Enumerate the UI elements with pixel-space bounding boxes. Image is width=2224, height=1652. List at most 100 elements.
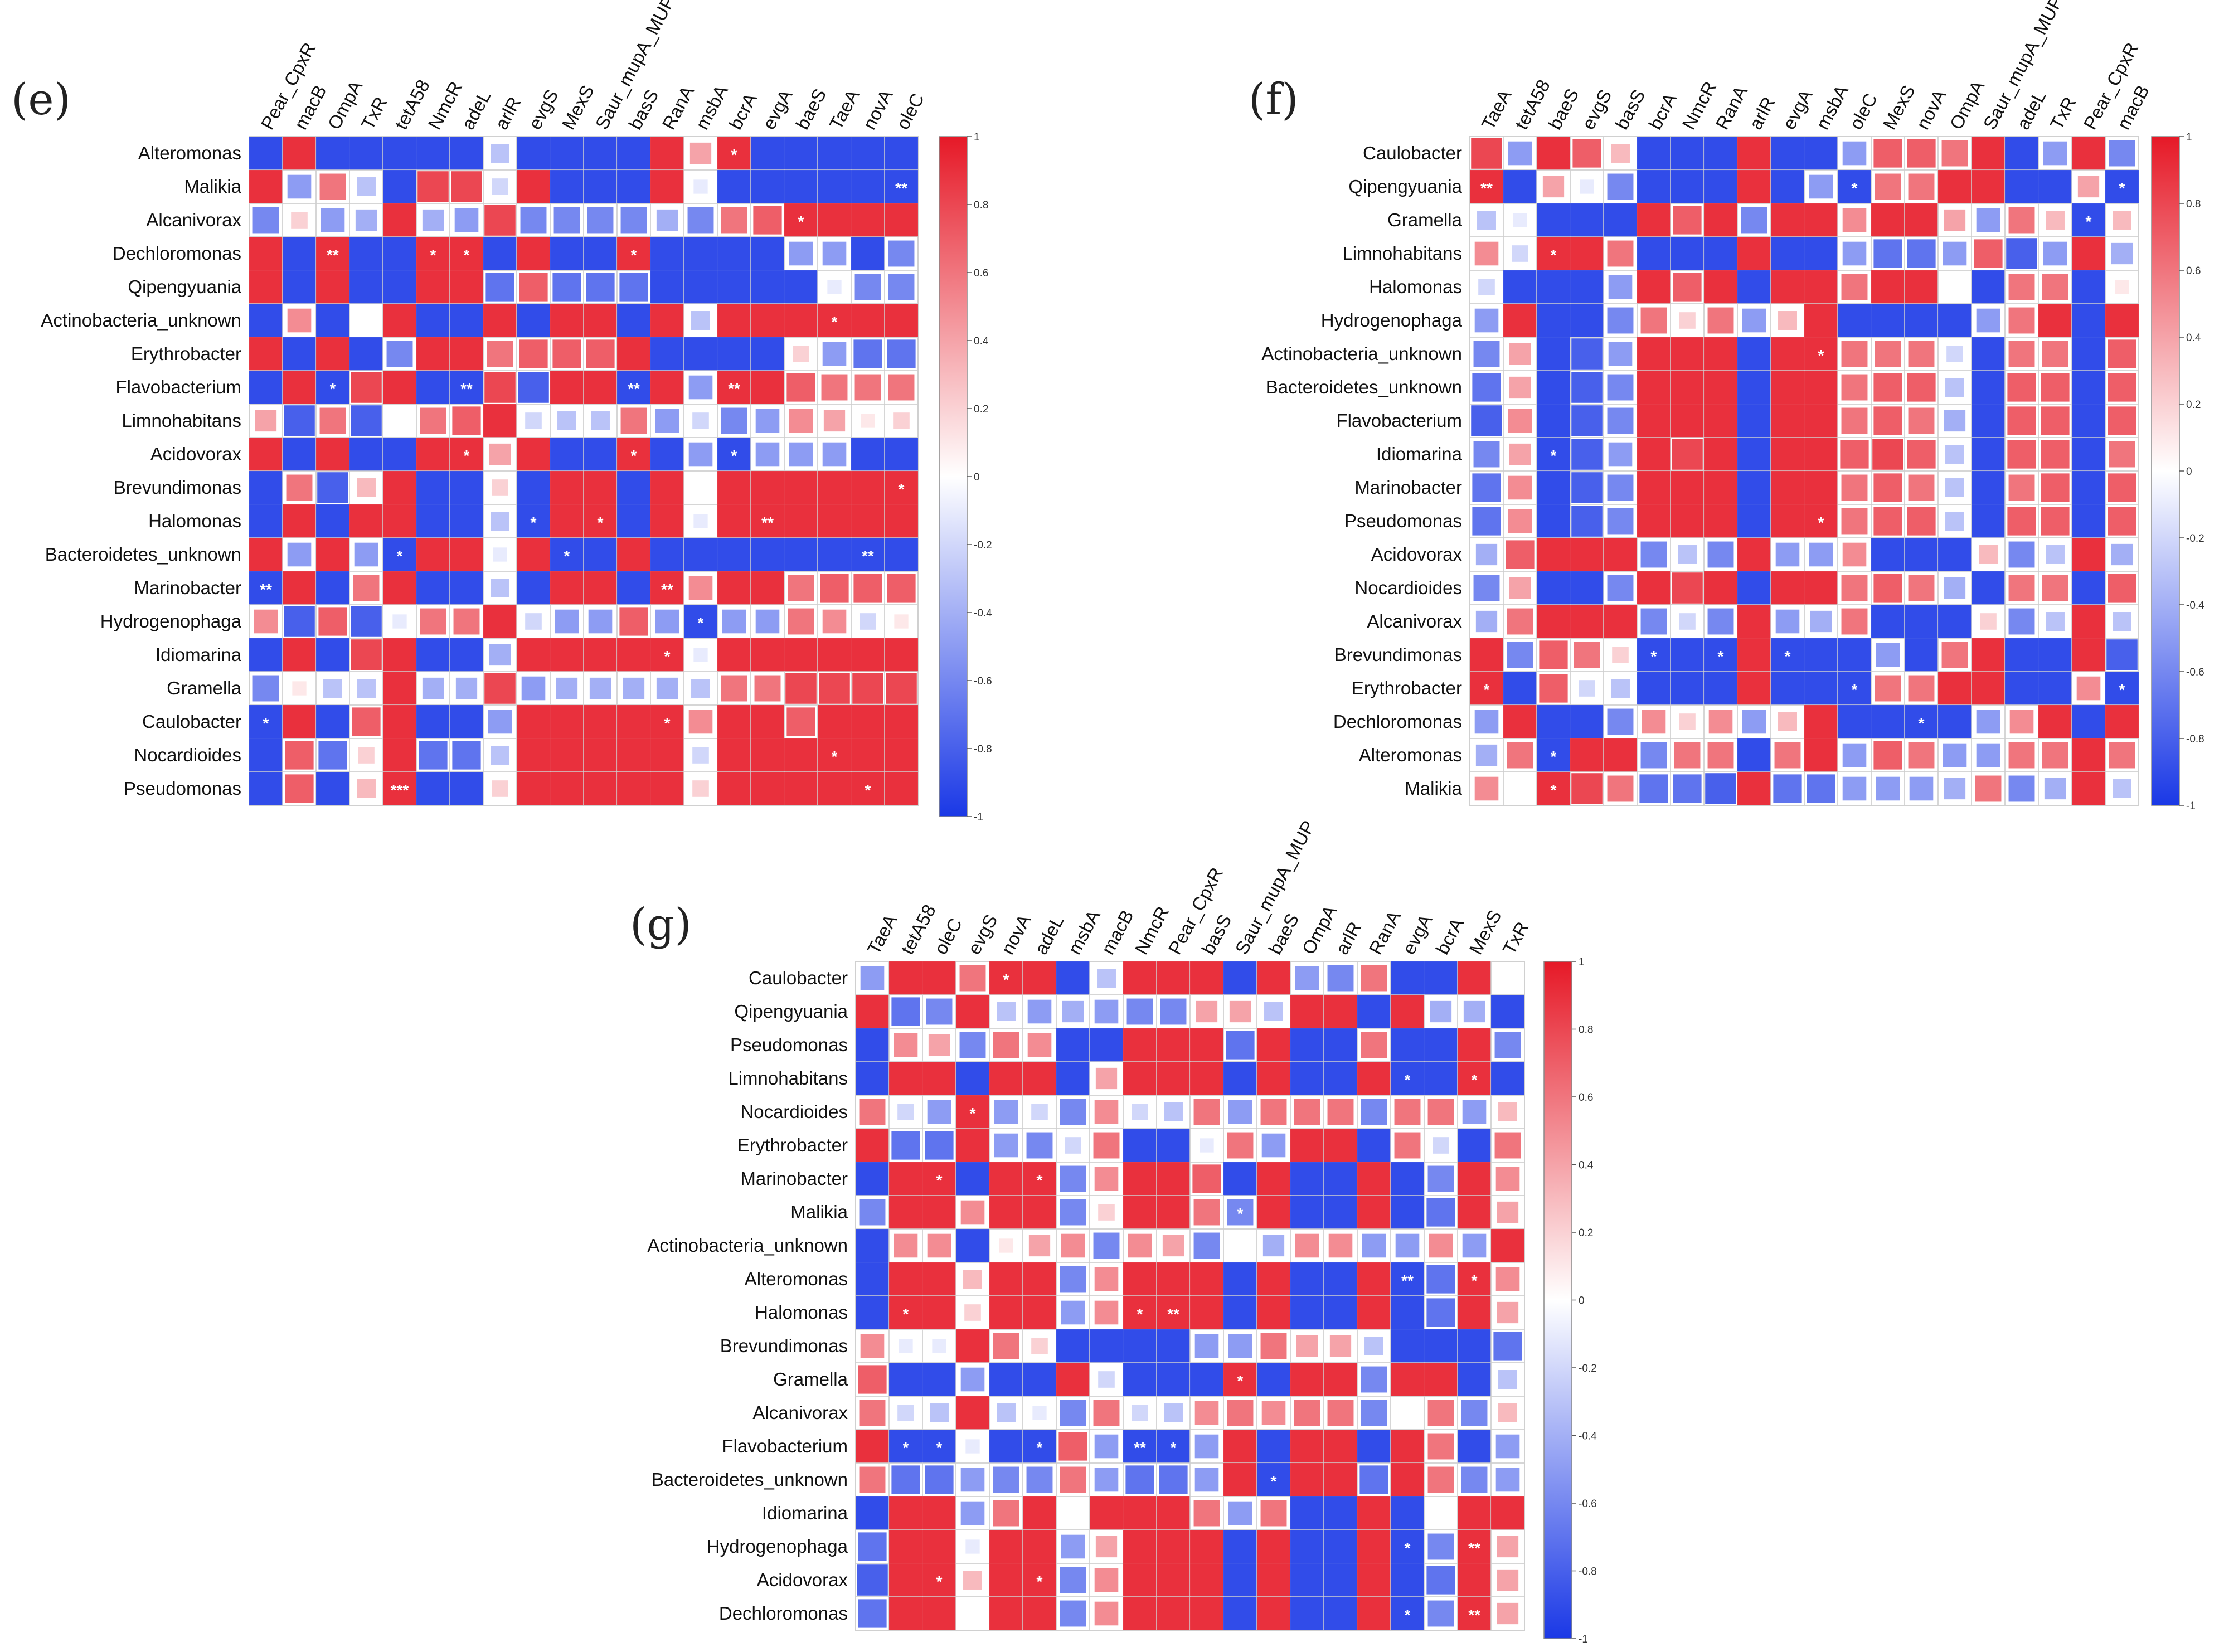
heatmap-cell bbox=[1737, 371, 1771, 404]
heatmap-cell bbox=[1807, 774, 1835, 803]
heatmap-cell bbox=[784, 304, 818, 337]
heatmap-cell bbox=[450, 304, 483, 337]
heatmap-cell bbox=[1470, 170, 1503, 203]
heatmap-cell bbox=[1509, 376, 1531, 399]
heatmap-cell bbox=[1190, 1597, 1223, 1630]
heatmap-cell bbox=[1604, 605, 1637, 638]
significance-mark: * bbox=[631, 447, 637, 464]
heatmap-cell bbox=[1427, 1165, 1454, 1192]
heatmap-cell bbox=[450, 371, 483, 404]
heatmap-cell bbox=[1673, 273, 1702, 302]
row-label: Nocardioides bbox=[134, 745, 241, 765]
heatmap-cell bbox=[1673, 206, 1702, 235]
heatmap-cell bbox=[1032, 1406, 1047, 1420]
heatmap-cell bbox=[1537, 404, 1570, 438]
heatmap-cell bbox=[1257, 1363, 1290, 1396]
heatmap-cell bbox=[1295, 966, 1319, 990]
heatmap-cell bbox=[1938, 304, 1972, 337]
row-label: Qipengyuania bbox=[734, 1001, 848, 1022]
heatmap-cell bbox=[1945, 378, 1964, 397]
heatmap-cell bbox=[1704, 371, 1737, 404]
heatmap-cell bbox=[1946, 346, 1963, 362]
heatmap-cell bbox=[1223, 1363, 1257, 1396]
row-label: Pseudomonas bbox=[730, 1034, 848, 1055]
heatmap-cell bbox=[1290, 1430, 1324, 1463]
row-label: Hydrogenophaga bbox=[1321, 310, 1463, 331]
heatmap-cell bbox=[1257, 1463, 1290, 1496]
heatmap-cell bbox=[487, 341, 513, 367]
heatmap-cell bbox=[1508, 475, 1532, 500]
heatmap-cell bbox=[691, 679, 710, 698]
heatmap-cell bbox=[1737, 270, 1771, 304]
heatmap-cell bbox=[1497, 1569, 1519, 1591]
heatmap-cell bbox=[717, 137, 751, 170]
heatmap-cell bbox=[1908, 341, 1935, 367]
heatmap-cell bbox=[1472, 473, 1501, 502]
heatmap-cell bbox=[1873, 239, 1902, 268]
heatmap-cell bbox=[1426, 1265, 1455, 1294]
significance-mark: * bbox=[1551, 781, 1557, 799]
heatmap-cell bbox=[1607, 374, 1634, 401]
heatmap-cell bbox=[517, 137, 550, 170]
significance-mark: * bbox=[2086, 213, 2092, 230]
heatmap-cell bbox=[489, 443, 511, 465]
heatmap-cell bbox=[1157, 1530, 1190, 1563]
heatmap-cell bbox=[2038, 705, 2072, 738]
heatmap-cell bbox=[1031, 1338, 1048, 1354]
heatmap-cell bbox=[1458, 1496, 1491, 1530]
heatmap-cell bbox=[823, 410, 846, 432]
heatmap-cell bbox=[1972, 404, 2005, 438]
col-label: TaeA bbox=[1478, 86, 1516, 133]
heatmap-cell bbox=[351, 372, 382, 403]
heatmap-cell bbox=[885, 170, 918, 203]
heatmap-cell bbox=[1060, 1165, 1086, 1192]
heatmap-cell bbox=[1474, 710, 1499, 734]
heatmap-cell bbox=[2008, 474, 2035, 501]
significance-mark: * bbox=[330, 380, 336, 397]
heatmap-cell bbox=[1972, 504, 2005, 538]
heatmap-cell bbox=[1608, 442, 1633, 467]
heatmap-cell bbox=[655, 609, 679, 634]
heatmap-cell bbox=[1458, 1430, 1491, 1463]
legend-tick-label: -0.6 bbox=[2186, 667, 2204, 678]
heatmap-cell bbox=[517, 772, 550, 805]
heatmap-cell bbox=[1157, 1329, 1190, 1363]
heatmap-cell bbox=[1570, 270, 1604, 304]
heatmap-cell bbox=[285, 774, 314, 803]
heatmap-cell bbox=[956, 1162, 989, 1196]
heatmap-cell bbox=[1742, 308, 1766, 333]
heatmap-cell bbox=[1804, 438, 1838, 471]
heatmap-cell bbox=[252, 207, 279, 234]
heatmap-cell bbox=[1357, 1196, 1391, 1229]
heatmap-cell bbox=[2072, 237, 2105, 270]
legend-tick-label: 1 bbox=[1579, 956, 1585, 968]
heatmap-cell bbox=[1737, 404, 1771, 438]
heatmap-cell bbox=[1905, 605, 1938, 638]
row-label: Actinobacteria_unknown bbox=[1261, 343, 1462, 364]
heatmap-cell bbox=[1737, 638, 1771, 672]
heatmap-cell bbox=[517, 304, 550, 337]
heatmap-cell bbox=[854, 274, 881, 300]
heatmap-cell bbox=[1058, 1432, 1087, 1461]
heatmap-cell bbox=[1539, 674, 1568, 703]
heatmap-cell bbox=[856, 995, 889, 1028]
heatmap-cell bbox=[885, 304, 918, 337]
heatmap-cell bbox=[1290, 1363, 1324, 1396]
heatmap-cell bbox=[1164, 1102, 1183, 1121]
heatmap-cell bbox=[2076, 676, 2101, 701]
heatmap-cell bbox=[1976, 308, 2000, 333]
heatmap-cell bbox=[1471, 138, 1502, 169]
heatmap-cell bbox=[1498, 1403, 1517, 1422]
significance-mark: * bbox=[1818, 347, 1824, 364]
heatmap-cell bbox=[584, 237, 617, 270]
col-label: TaeA bbox=[825, 86, 863, 133]
heatmap-cell bbox=[1226, 1031, 1255, 1060]
heatmap-cell bbox=[1905, 705, 1938, 738]
significance-mark: * bbox=[1037, 1573, 1043, 1590]
heatmap-cell bbox=[989, 1363, 1023, 1396]
heatmap-cell bbox=[1938, 538, 1972, 571]
heatmap-cell bbox=[1537, 237, 1570, 270]
heatmap-cell bbox=[1838, 304, 1871, 337]
heatmap-cell bbox=[1223, 1563, 1257, 1597]
heatmap-cell bbox=[650, 170, 684, 203]
